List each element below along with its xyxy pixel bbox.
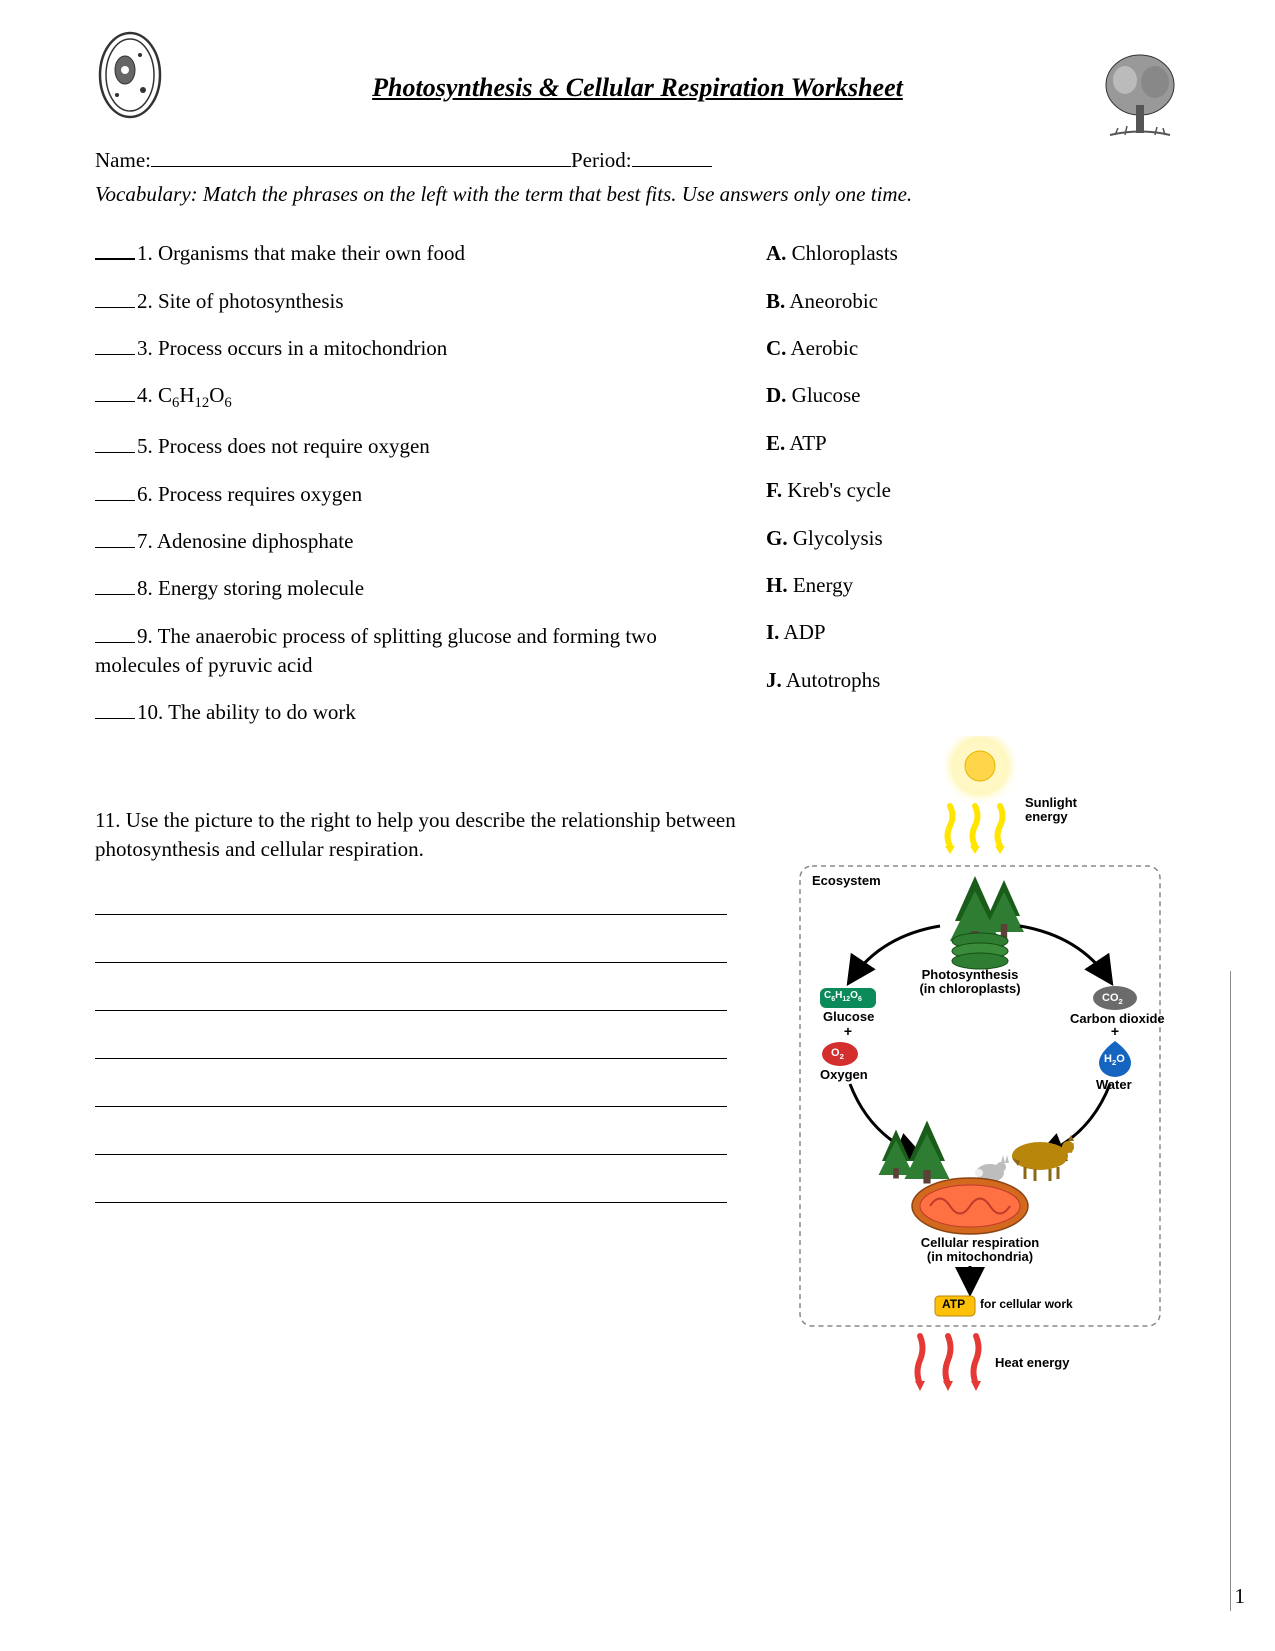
answer-line[interactable] (95, 1177, 727, 1203)
diagram-h2o-formula: H2O (1104, 1053, 1125, 1068)
vocab-ans-a: A. Chloroplasts (766, 239, 1180, 268)
vocab-q10: 10. The ability to do work (95, 698, 716, 727)
answer-blank[interactable] (95, 307, 135, 308)
answer-line[interactable] (95, 1033, 727, 1059)
diagram-sunlight-label: Sunlight energy (1025, 796, 1095, 825)
vocab-ans-d: D. Glucose (766, 381, 1180, 410)
q11-section: 11. Use the picture to the right to help… (95, 806, 1180, 1416)
answer-blank[interactable] (95, 594, 135, 595)
cell-icon (95, 30, 165, 120)
vocab-ans-h: H. Energy (766, 571, 1180, 600)
diagram-co2-label: Carbon dioxide (1070, 1012, 1165, 1026)
answer-line[interactable] (95, 937, 727, 963)
vocab-ans-i: I. ADP (766, 618, 1180, 647)
vocab-q1: 1. Organisms that make their own food (95, 239, 716, 268)
vocab-ans-g: G. Glycolysis (766, 524, 1180, 553)
vocab-ans-j: J. Autotrophs (766, 666, 1180, 695)
diagram-cellwork-label: for cellular work (980, 1298, 1073, 1311)
answer-blank[interactable] (95, 718, 135, 719)
name-blank[interactable] (151, 166, 571, 167)
diagram-water-label: Water (1096, 1078, 1132, 1092)
vocab-ans-e: E. ATP (766, 429, 1180, 458)
vocab-q6: 6. Process requires oxygen (95, 480, 716, 509)
vocab-q9: 9. The anaerobic process of splitting gl… (95, 622, 716, 681)
diagram-glucose-label: Glucose (823, 1010, 874, 1024)
period-label: Period: (571, 148, 632, 172)
vocab-ans-c: C. Aerobic (766, 334, 1180, 363)
answer-line[interactable] (95, 889, 727, 915)
diagram-oxygen-label: Oxygen (820, 1068, 868, 1082)
vocab-q3: 3. Process occurs in a mitochondrion (95, 334, 716, 363)
ecosystem-diagram: + + (780, 736, 1180, 1416)
tree-icon (1100, 50, 1180, 140)
answer-blank[interactable] (95, 642, 135, 643)
vocab-section: 1. Organisms that make their own food 2.… (95, 239, 1180, 746)
page-number: 1 (1230, 971, 1246, 1611)
diagram-co2-formula: CO2 (1102, 992, 1123, 1007)
answer-blank[interactable] (95, 547, 135, 548)
diagram-glucose-formula: C6H12O6 (824, 990, 862, 1004)
diagram-atp-label: ATP (942, 1298, 965, 1311)
vocab-q7: 7. Adenosine diphosphate (95, 527, 716, 556)
answer-line[interactable] (95, 1129, 727, 1155)
diagram-ecosystem-label: Ecosystem (812, 874, 881, 888)
answer-blank[interactable] (95, 258, 135, 260)
q11-text-area: 11. Use the picture to the right to help… (95, 806, 760, 1225)
diagram-o2-formula: O2 (831, 1047, 844, 1062)
vocab-q5: 5. Process does not require oxygen (95, 432, 716, 461)
vocab-q2: 2. Site of photosynthesis (95, 287, 716, 316)
name-label: Name: (95, 148, 151, 172)
q11-prompt: 11. Use the picture to the right to help… (95, 806, 760, 865)
diagram-photosynthesis-label: Photosynthesis(in chloroplasts) (910, 968, 1030, 997)
student-info-line: Name: Period: (95, 146, 1180, 175)
vocab-questions: 1. Organisms that make their own food 2.… (95, 239, 716, 746)
svg-text:+: + (844, 1023, 852, 1039)
answer-blank[interactable] (95, 500, 135, 501)
answer-blank[interactable] (95, 452, 135, 453)
period-blank[interactable] (632, 166, 712, 167)
vocab-ans-b: B. Aneorobic (766, 287, 1180, 316)
vocab-q8: 8. Energy storing molecule (95, 574, 716, 603)
vocab-answers: A. Chloroplasts B. Aneorobic C. Aerobic … (756, 239, 1180, 746)
answer-line[interactable] (95, 985, 727, 1011)
worksheet-title: Photosynthesis & Cellular Respiration Wo… (372, 70, 903, 106)
instructions-text: Vocabulary: Match the phrases on the lef… (95, 180, 1180, 209)
diagram-heat-label: Heat energy (995, 1356, 1069, 1370)
answer-blank[interactable] (95, 401, 135, 402)
vocab-ans-f: F. Kreb's cycle (766, 476, 1180, 505)
vocab-q4: 4. C6H12O6 (95, 381, 716, 414)
diagram-cellresp-label: Cellular respiration(in mitochondria) (910, 1236, 1050, 1265)
answer-blank[interactable] (95, 354, 135, 355)
answer-line[interactable] (95, 1081, 727, 1107)
worksheet-header: Photosynthesis & Cellular Respiration Wo… (95, 70, 1180, 106)
